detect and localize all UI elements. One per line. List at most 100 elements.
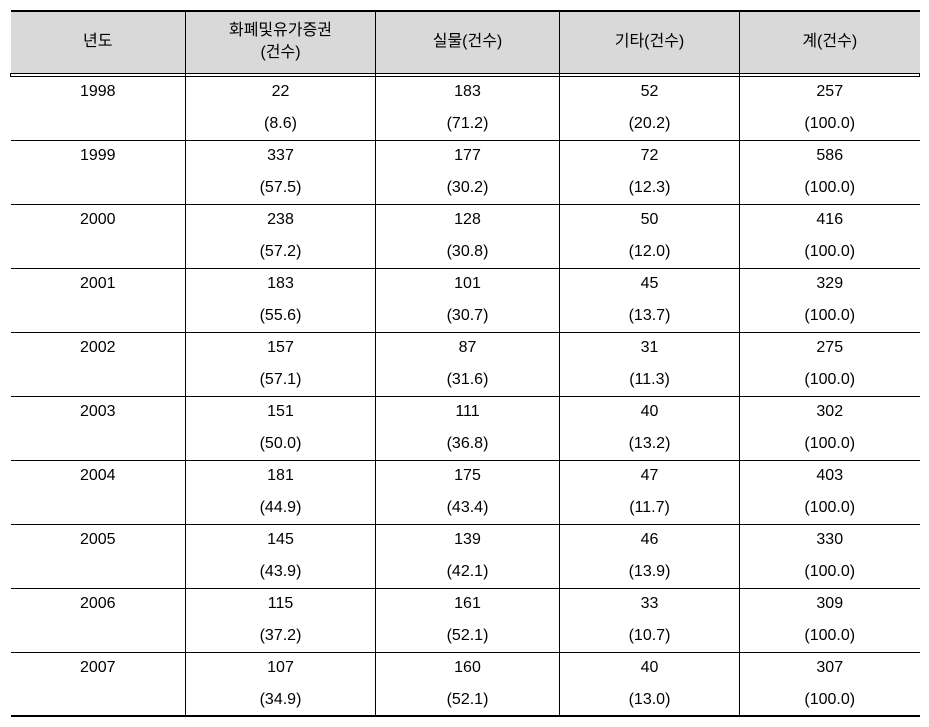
column-header: 년도 bbox=[11, 11, 186, 73]
column-header: 계(건수) bbox=[740, 11, 920, 73]
table-row: 200514513946330 bbox=[11, 524, 920, 556]
value-cell: 183 bbox=[186, 268, 376, 300]
year-cell: 2002 bbox=[11, 332, 186, 396]
column-header: 기타(건수) bbox=[560, 11, 740, 73]
table-header-row: 년도화폐및유가증권(건수)실물(건수)기타(건수)계(건수) bbox=[11, 11, 920, 73]
pct-cell: (55.6) bbox=[186, 300, 376, 332]
pct-cell: (30.7) bbox=[376, 300, 560, 332]
value-cell: 72 bbox=[560, 140, 740, 172]
column-header: 화폐및유가증권(건수) bbox=[186, 11, 376, 73]
pct-cell: (11.7) bbox=[560, 492, 740, 524]
value-cell: 329 bbox=[740, 268, 920, 300]
pct-cell: (34.9) bbox=[186, 684, 376, 716]
table-row: 19982218352257 bbox=[11, 76, 920, 108]
table-row: 20021578731275 bbox=[11, 332, 920, 364]
value-cell: 183 bbox=[376, 76, 560, 108]
pct-cell: (52.1) bbox=[376, 684, 560, 716]
table-row: 200611516133309 bbox=[11, 588, 920, 620]
value-cell: 330 bbox=[740, 524, 920, 556]
value-cell: 238 bbox=[186, 204, 376, 236]
table-row: 199933717772586 bbox=[11, 140, 920, 172]
value-cell: 52 bbox=[560, 76, 740, 108]
value-cell: 50 bbox=[560, 204, 740, 236]
data-table: 년도화폐및유가증권(건수)실물(건수)기타(건수)계(건수) 199822183… bbox=[10, 10, 920, 717]
value-cell: 40 bbox=[560, 396, 740, 428]
value-cell: 257 bbox=[740, 76, 920, 108]
value-cell: 160 bbox=[376, 652, 560, 684]
year-cell: 2003 bbox=[11, 396, 186, 460]
table-row: 200418117547403 bbox=[11, 460, 920, 492]
pct-cell: (43.9) bbox=[186, 556, 376, 588]
value-cell: 33 bbox=[560, 588, 740, 620]
value-cell: 181 bbox=[186, 460, 376, 492]
value-cell: 101 bbox=[376, 268, 560, 300]
value-cell: 40 bbox=[560, 652, 740, 684]
value-cell: 403 bbox=[740, 460, 920, 492]
value-cell: 45 bbox=[560, 268, 740, 300]
pct-cell: (44.9) bbox=[186, 492, 376, 524]
value-cell: 275 bbox=[740, 332, 920, 364]
column-header: 실물(건수) bbox=[376, 11, 560, 73]
pct-cell: (100.0) bbox=[740, 172, 920, 204]
pct-cell: (30.8) bbox=[376, 236, 560, 268]
pct-cell: (100.0) bbox=[740, 428, 920, 460]
value-cell: 416 bbox=[740, 204, 920, 236]
year-cell: 2000 bbox=[11, 204, 186, 268]
pct-cell: (100.0) bbox=[740, 492, 920, 524]
value-cell: 128 bbox=[376, 204, 560, 236]
value-cell: 302 bbox=[740, 396, 920, 428]
pct-cell: (11.3) bbox=[560, 364, 740, 396]
pct-cell: (71.2) bbox=[376, 108, 560, 140]
value-cell: 161 bbox=[376, 588, 560, 620]
pct-cell: (12.0) bbox=[560, 236, 740, 268]
pct-cell: (36.8) bbox=[376, 428, 560, 460]
value-cell: 175 bbox=[376, 460, 560, 492]
value-cell: 111 bbox=[376, 396, 560, 428]
pct-cell: (50.0) bbox=[186, 428, 376, 460]
pct-cell: (43.4) bbox=[376, 492, 560, 524]
table-body: 19982218352257(8.6)(71.2)(20.2)(100.0)19… bbox=[11, 76, 920, 716]
year-cell: 1998 bbox=[11, 76, 186, 140]
value-cell: 46 bbox=[560, 524, 740, 556]
pct-cell: (13.7) bbox=[560, 300, 740, 332]
table-row: 200118310145329 bbox=[11, 268, 920, 300]
pct-cell: (30.2) bbox=[376, 172, 560, 204]
pct-cell: (100.0) bbox=[740, 620, 920, 652]
value-cell: 139 bbox=[376, 524, 560, 556]
pct-cell: (100.0) bbox=[740, 556, 920, 588]
year-cell: 1999 bbox=[11, 140, 186, 204]
pct-cell: (20.2) bbox=[560, 108, 740, 140]
value-cell: 31 bbox=[560, 332, 740, 364]
table-row: 200315111140302 bbox=[11, 396, 920, 428]
pct-cell: (37.2) bbox=[186, 620, 376, 652]
value-cell: 586 bbox=[740, 140, 920, 172]
pct-cell: (100.0) bbox=[740, 236, 920, 268]
year-cell: 2004 bbox=[11, 460, 186, 524]
value-cell: 107 bbox=[186, 652, 376, 684]
value-cell: 151 bbox=[186, 396, 376, 428]
value-cell: 115 bbox=[186, 588, 376, 620]
pct-cell: (57.1) bbox=[186, 364, 376, 396]
pct-cell: (100.0) bbox=[740, 364, 920, 396]
table-row: 200023812850416 bbox=[11, 204, 920, 236]
year-cell: 2006 bbox=[11, 588, 186, 652]
value-cell: 177 bbox=[376, 140, 560, 172]
pct-cell: (13.2) bbox=[560, 428, 740, 460]
year-cell: 2001 bbox=[11, 268, 186, 332]
value-cell: 22 bbox=[186, 76, 376, 108]
pct-cell: (10.7) bbox=[560, 620, 740, 652]
pct-cell: (12.3) bbox=[560, 172, 740, 204]
value-cell: 145 bbox=[186, 524, 376, 556]
pct-cell: (57.2) bbox=[186, 236, 376, 268]
value-cell: 157 bbox=[186, 332, 376, 364]
pct-cell: (57.5) bbox=[186, 172, 376, 204]
pct-cell: (13.0) bbox=[560, 684, 740, 716]
pct-cell: (13.9) bbox=[560, 556, 740, 588]
year-cell: 2007 bbox=[11, 652, 186, 716]
value-cell: 307 bbox=[740, 652, 920, 684]
pct-cell: (100.0) bbox=[740, 108, 920, 140]
pct-cell: (100.0) bbox=[740, 684, 920, 716]
year-cell: 2005 bbox=[11, 524, 186, 588]
pct-cell: (52.1) bbox=[376, 620, 560, 652]
value-cell: 337 bbox=[186, 140, 376, 172]
